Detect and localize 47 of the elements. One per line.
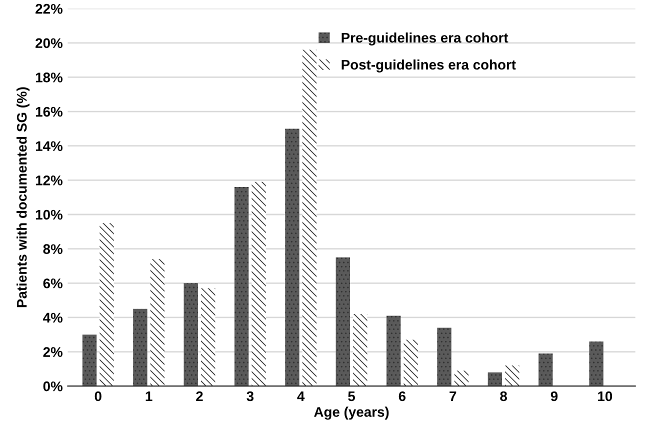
y-tick-label: 6% bbox=[43, 278, 62, 288]
y-tick-label: 16% bbox=[36, 106, 62, 117]
bar bbox=[252, 182, 266, 386]
bar bbox=[184, 283, 198, 386]
bar bbox=[353, 314, 368, 386]
bar bbox=[150, 259, 165, 386]
y-tick-label: 18% bbox=[36, 72, 62, 82]
x-tick-label: 2 bbox=[196, 391, 203, 402]
bar bbox=[437, 328, 452, 386]
x-tick-label: 6 bbox=[398, 391, 406, 402]
x-tick-label: 3 bbox=[246, 391, 254, 402]
x-tick-label: 7 bbox=[450, 391, 456, 402]
bar bbox=[538, 353, 553, 386]
bar bbox=[404, 340, 418, 386]
x-axis-title: Age (years) bbox=[314, 406, 389, 420]
x-tick-label: 9 bbox=[550, 391, 558, 402]
bar bbox=[488, 372, 502, 386]
bar bbox=[201, 288, 216, 386]
x-tick-label: 8 bbox=[500, 391, 507, 402]
y-tick-label: 12% bbox=[36, 176, 62, 186]
x-tick-label: 10 bbox=[598, 391, 612, 402]
y-tick-label: 10% bbox=[36, 210, 62, 220]
bar bbox=[234, 187, 249, 386]
x-tick-label: 1 bbox=[146, 391, 152, 402]
bar bbox=[285, 128, 300, 386]
y-tick-label: 0% bbox=[43, 381, 62, 392]
bar bbox=[454, 370, 469, 386]
bar bbox=[133, 308, 148, 386]
bar bbox=[82, 334, 97, 386]
y-tick-label: 4% bbox=[43, 312, 62, 323]
y-tick-label: 8% bbox=[43, 244, 62, 254]
x-tick-label: 0 bbox=[94, 391, 102, 402]
y-tick-label: 2% bbox=[43, 347, 62, 357]
bar bbox=[386, 316, 401, 386]
bar bbox=[302, 50, 317, 386]
bar bbox=[336, 257, 350, 386]
bar bbox=[589, 341, 604, 386]
x-tick-label: 5 bbox=[348, 391, 355, 402]
bar bbox=[505, 366, 520, 386]
x-tick-label: 4 bbox=[297, 391, 305, 402]
legend-label: Pre-guidelines era cohort bbox=[342, 32, 508, 46]
bar bbox=[100, 223, 114, 386]
y-axis-title: Patients with documented SG (%) bbox=[16, 87, 30, 308]
y-tick-label: 22% bbox=[36, 4, 62, 14]
y-tick-label: 14% bbox=[36, 141, 62, 151]
legend-label: Post-guidelines era cohort bbox=[342, 59, 516, 72]
y-tick-label: 20% bbox=[36, 38, 62, 48]
